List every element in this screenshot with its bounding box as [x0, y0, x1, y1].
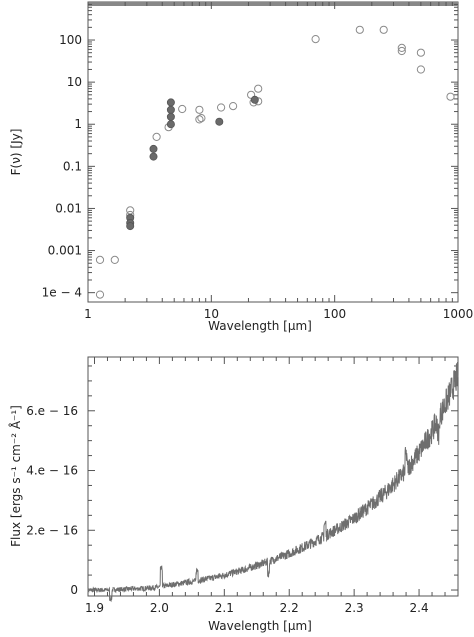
spectrum-tick-labels: 1.9 2.0 2.1 2.2 2.3 2.4 0 2.e − 16 4.e − 16 6.e −…	[26, 404, 428, 615]
sed-open-point	[355, 25, 364, 34]
sed-x-tick-label: 10	[204, 307, 219, 321]
spectrum-y-tick-label: 0	[70, 583, 78, 597]
sed-open-point	[397, 43, 406, 53]
sed-y-tick-label: 0.1	[63, 159, 82, 173]
spectrum-plot-frame	[87, 356, 459, 597]
sed-y-tick-label: 1e − 4	[42, 286, 82, 300]
spectrum-x-tick-label: 2.2	[280, 601, 299, 615]
sed-open-point	[195, 105, 204, 114]
sed-y-tick-label: 10	[67, 75, 82, 89]
sed-filled-point	[215, 117, 224, 126]
sed-open-point	[197, 114, 206, 123]
sed-filled-point	[166, 105, 175, 114]
spectrum-x-tick-label: 2.0	[150, 601, 169, 615]
spectrum-x-tick-label: 2.4	[410, 601, 429, 615]
sed-x-tick-label: 100	[323, 307, 346, 321]
sed-filled-point	[149, 152, 158, 161]
sed-filled-point	[166, 120, 175, 129]
spectrum-x-tick-label: 1.9	[85, 601, 104, 615]
sed-open-point	[95, 255, 105, 264]
spectrum-x-tick-label: 2.1	[215, 601, 234, 615]
spectrum-y-tick-label: 6.e − 16	[26, 404, 78, 418]
sed-y-axis-label: F(ν) [Jy]	[9, 129, 23, 176]
sed-open-point	[397, 46, 406, 56]
sed-open-point	[379, 25, 388, 34]
sed-filled-point	[166, 98, 175, 107]
sed-open-point	[95, 290, 105, 299]
sed-x-axis-label: Wavelength [μm]	[208, 319, 312, 333]
sed-points	[95, 25, 455, 299]
spectrum-y-tick-label: 2.e − 16	[26, 523, 78, 537]
sed-filled-point	[126, 222, 135, 231]
sed-ticks	[87, 2, 458, 302]
spectrum-plot: 1.9 2.0 2.1 2.2 2.3 2.4 0 2.e − 16 4.e − 16 6.e −…	[8, 356, 459, 633]
sed-filled-point	[166, 112, 175, 121]
sed-open-point	[217, 103, 226, 112]
sed-y-tick-label: 0.01	[55, 201, 82, 215]
spectrum-x-tick-label: 2.3	[345, 601, 364, 615]
sed-y-tick-label: 100	[59, 33, 82, 47]
sed-plot: 1 10 100 1000 1e − 4 0.001 0.01 0.1 1 10 100 Wavel…	[9, 1, 474, 333]
spectrum-ticks	[88, 357, 459, 596]
sed-filled-point	[149, 144, 158, 153]
sed-x-tick-label: 1	[84, 307, 92, 321]
spectrum-line	[87, 361, 459, 603]
sed-open-point	[178, 104, 187, 114]
spectrum-x-axis-label: Wavelength [μm]	[208, 619, 312, 633]
sed-open-point	[229, 102, 238, 111]
sed-filled-point	[250, 95, 259, 104]
spectrum-y-tick-label: 4.e − 16	[26, 464, 78, 478]
sed-open-point	[416, 65, 425, 74]
sed-open-point	[195, 115, 204, 124]
sed-open-point	[254, 84, 263, 93]
spectrum-y-axis-label: Flux [ergs s⁻¹ cm⁻² Å⁻¹]	[8, 405, 23, 547]
sed-tick-labels: 1 10 100 1000 1e − 4 0.001 0.01 0.1 1 10 100	[42, 33, 474, 321]
sed-open-point	[110, 255, 119, 264]
sed-open-point	[311, 35, 320, 44]
sed-open-point	[152, 132, 161, 141]
sed-y-tick-label: 0.001	[48, 244, 82, 258]
sed-x-tick-label: 1000	[443, 307, 474, 321]
sed-y-tick-label: 1	[74, 117, 82, 131]
sed-open-point	[416, 48, 425, 57]
sed-open-point	[446, 92, 455, 101]
